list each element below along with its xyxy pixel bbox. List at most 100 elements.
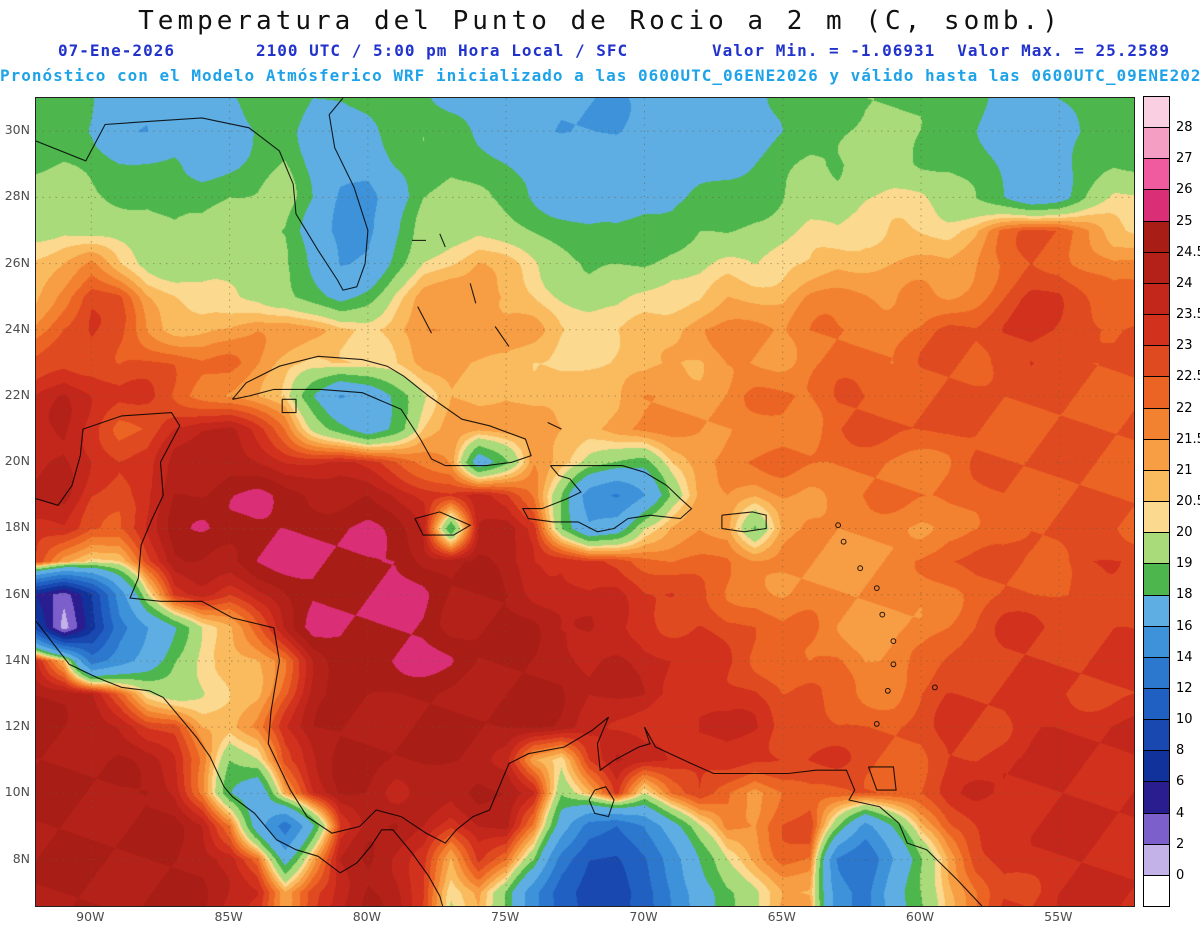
- lon-tick-label: 75W: [491, 909, 520, 924]
- colorbar-cell: [1143, 282, 1170, 316]
- map-area: Sisπ– ONAMET/REP.DOM.: [35, 97, 1135, 907]
- colorbar-cell: [1143, 656, 1170, 689]
- colorbar-label: 12: [1176, 680, 1193, 696]
- colorbar-label: 8: [1176, 743, 1185, 759]
- colorbar-cell: [1143, 220, 1170, 253]
- lat-tick-label: 30N: [4, 122, 30, 138]
- colorbar-label: 28: [1176, 120, 1193, 136]
- colorbar-label: 0: [1176, 867, 1185, 883]
- lat-tick-label: 16N: [4, 585, 30, 601]
- colorbar-cell: [1143, 376, 1170, 409]
- colorbar-cell: [1143, 158, 1170, 191]
- colorbar-cell: [1143, 874, 1170, 908]
- island-outline: [835, 522, 841, 529]
- colorbar-cell: [1143, 687, 1170, 721]
- coastline: [588, 786, 615, 818]
- colorbar-label: 20: [1176, 525, 1193, 541]
- colorbar-label: 2: [1176, 836, 1185, 852]
- colorbar-cell: [1143, 251, 1170, 284]
- colorbar-cell: [1143, 189, 1170, 222]
- coastline: [469, 283, 477, 304]
- colorbar-label: 22.5: [1176, 369, 1200, 385]
- island-outline: [873, 721, 880, 727]
- colorbar-label: 25: [1176, 213, 1193, 229]
- colorbar-cell: [1143, 532, 1170, 565]
- colorbar-cell: [1143, 625, 1170, 658]
- value-min-label: Valor Min. = -1.06931: [712, 41, 936, 60]
- island-outline: [932, 684, 938, 691]
- coastline: [547, 422, 562, 430]
- lon-tick-label: 80W: [352, 909, 381, 924]
- value-max-label: Valor Max. = 25.2589: [957, 41, 1170, 60]
- island-outline: [857, 565, 864, 572]
- coastline: [281, 398, 297, 414]
- page-title: Temperatura del Punto de Rocio a 2 m (C,…: [138, 6, 1062, 36]
- coastline: [36, 620, 444, 906]
- map-overlay: [36, 98, 1134, 906]
- lon-tick-label: 70W: [629, 909, 658, 924]
- coastline: [867, 766, 897, 791]
- island-outline: [884, 687, 891, 694]
- coastline: [521, 465, 693, 533]
- colorbar-cell: [1143, 843, 1170, 876]
- subtitle-date: 07-Ene-2026: [58, 41, 175, 60]
- lat-tick-label: 10N: [4, 784, 30, 800]
- colorbar-cell: [1143, 594, 1170, 627]
- colorbar-label: 26: [1176, 182, 1193, 198]
- colorbar-cell: [1143, 96, 1170, 129]
- colorbar-cell: [1143, 407, 1170, 440]
- island-outline: [890, 661, 897, 668]
- colorbar-label: 21: [1176, 462, 1193, 478]
- colorbar-cell: [1143, 501, 1170, 534]
- lat-tick-label: 20N: [4, 453, 30, 469]
- colorbar-cell: [1143, 469, 1170, 503]
- lon-tick-label: 85W: [214, 909, 243, 924]
- coastline: [721, 511, 767, 533]
- lon-tick-label: 90W: [76, 909, 105, 924]
- colorbar-label: 6: [1176, 774, 1185, 790]
- lat-tick-label: 18N: [4, 519, 30, 535]
- colorbar-cell: [1143, 719, 1170, 752]
- lat-tick-label: 26N: [4, 254, 30, 270]
- colorbar-cell: [1143, 345, 1170, 378]
- colorbar-cell: [1143, 127, 1170, 160]
- lat-tick-label: 14N: [4, 651, 30, 667]
- lat-tick-label: 22N: [4, 387, 30, 403]
- island-outline: [879, 611, 886, 618]
- coastline: [231, 355, 532, 467]
- island-outline: [890, 638, 897, 644]
- colorbar-label: 19: [1176, 556, 1193, 572]
- colorbar-label: 23.5: [1176, 307, 1200, 323]
- colorbar-label: 27: [1176, 151, 1193, 167]
- island-outline: [873, 585, 880, 592]
- coastline: [417, 306, 432, 334]
- coastline: [439, 233, 446, 248]
- lat-tick-label: 8N: [12, 850, 30, 866]
- colorbar-label: 24.5: [1176, 244, 1200, 260]
- coastline: [414, 511, 472, 536]
- colorbar-label: 16: [1176, 618, 1193, 634]
- colorbar-cell: [1143, 438, 1170, 471]
- lat-tick-label: 28N: [4, 188, 30, 204]
- colorbar-label: 14: [1176, 649, 1193, 665]
- colorbar-cell: [1143, 781, 1170, 814]
- forecast-line: Pronóstico con el Modelo Atmósferico WRF…: [0, 66, 1200, 85]
- colorbar-cell: [1143, 563, 1170, 596]
- subtitle-minmax: Valor Min. = -1.06931 Valor Max. = 25.258…: [712, 41, 1170, 60]
- island-outline: [840, 538, 847, 545]
- coastline: [494, 326, 510, 347]
- lon-tick-label: 55W: [1044, 909, 1073, 924]
- map-canvas: [36, 98, 1134, 906]
- colorbar-cell: [1143, 314, 1170, 347]
- lon-tick-label: 65W: [767, 909, 796, 924]
- colorbar-label: 22: [1176, 400, 1193, 416]
- colorbar-label: 21.5: [1176, 431, 1200, 447]
- colorbar-label: 10: [1176, 712, 1193, 728]
- colorbar-label: 23: [1176, 338, 1193, 354]
- colorbar-label: 18: [1176, 587, 1193, 603]
- colorbar-cell: [1143, 812, 1170, 845]
- coastline: [36, 98, 369, 291]
- colorbar: [1143, 96, 1170, 908]
- coastline: [36, 412, 983, 906]
